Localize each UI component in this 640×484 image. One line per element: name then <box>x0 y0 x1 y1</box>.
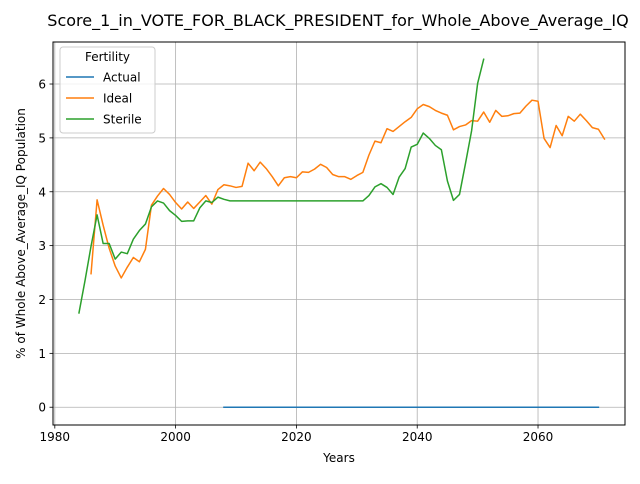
series-line-ideal <box>90 99 606 279</box>
x-axis-label: Years <box>322 451 355 465</box>
x-tick-label: 1980 <box>40 430 71 444</box>
legend-label-sterile: Sterile <box>103 113 142 127</box>
y-tick-label: 5 <box>38 131 46 145</box>
series-lines <box>78 58 606 408</box>
legend-label-ideal: Ideal <box>103 92 132 106</box>
series-line-sterile <box>78 58 485 314</box>
y-tick-label: 0 <box>38 401 46 415</box>
chart-title: Score_1_in_VOTE_FOR_BLACK_PRESIDENT_for_… <box>47 11 628 31</box>
grid-lines <box>53 42 625 425</box>
legend-label-actual: Actual <box>103 71 141 85</box>
plot-area-frame <box>52 41 626 426</box>
y-tick-label: 3 <box>38 239 46 253</box>
y-tick-label: 2 <box>38 293 46 307</box>
axis-ticks: 1980 2000 2020 2040 2060 0 1 2 3 4 5 6 <box>38 78 553 444</box>
x-tick-label: 2060 <box>523 430 554 444</box>
y-tick-label: 1 <box>38 347 46 361</box>
y-tick-label: 6 <box>38 78 46 92</box>
legend: Fertility Actual Ideal Sterile <box>59 46 156 134</box>
y-tick-label: 4 <box>38 185 46 199</box>
x-tick-label: 2000 <box>160 430 191 444</box>
y-axis-label: % of Whole Above_Average_IQ Population <box>14 108 28 359</box>
legend-box <box>59 46 156 134</box>
legend-title: Fertility <box>85 50 130 64</box>
x-tick-label: 2020 <box>281 430 312 444</box>
x-tick-label: 2040 <box>402 430 433 444</box>
